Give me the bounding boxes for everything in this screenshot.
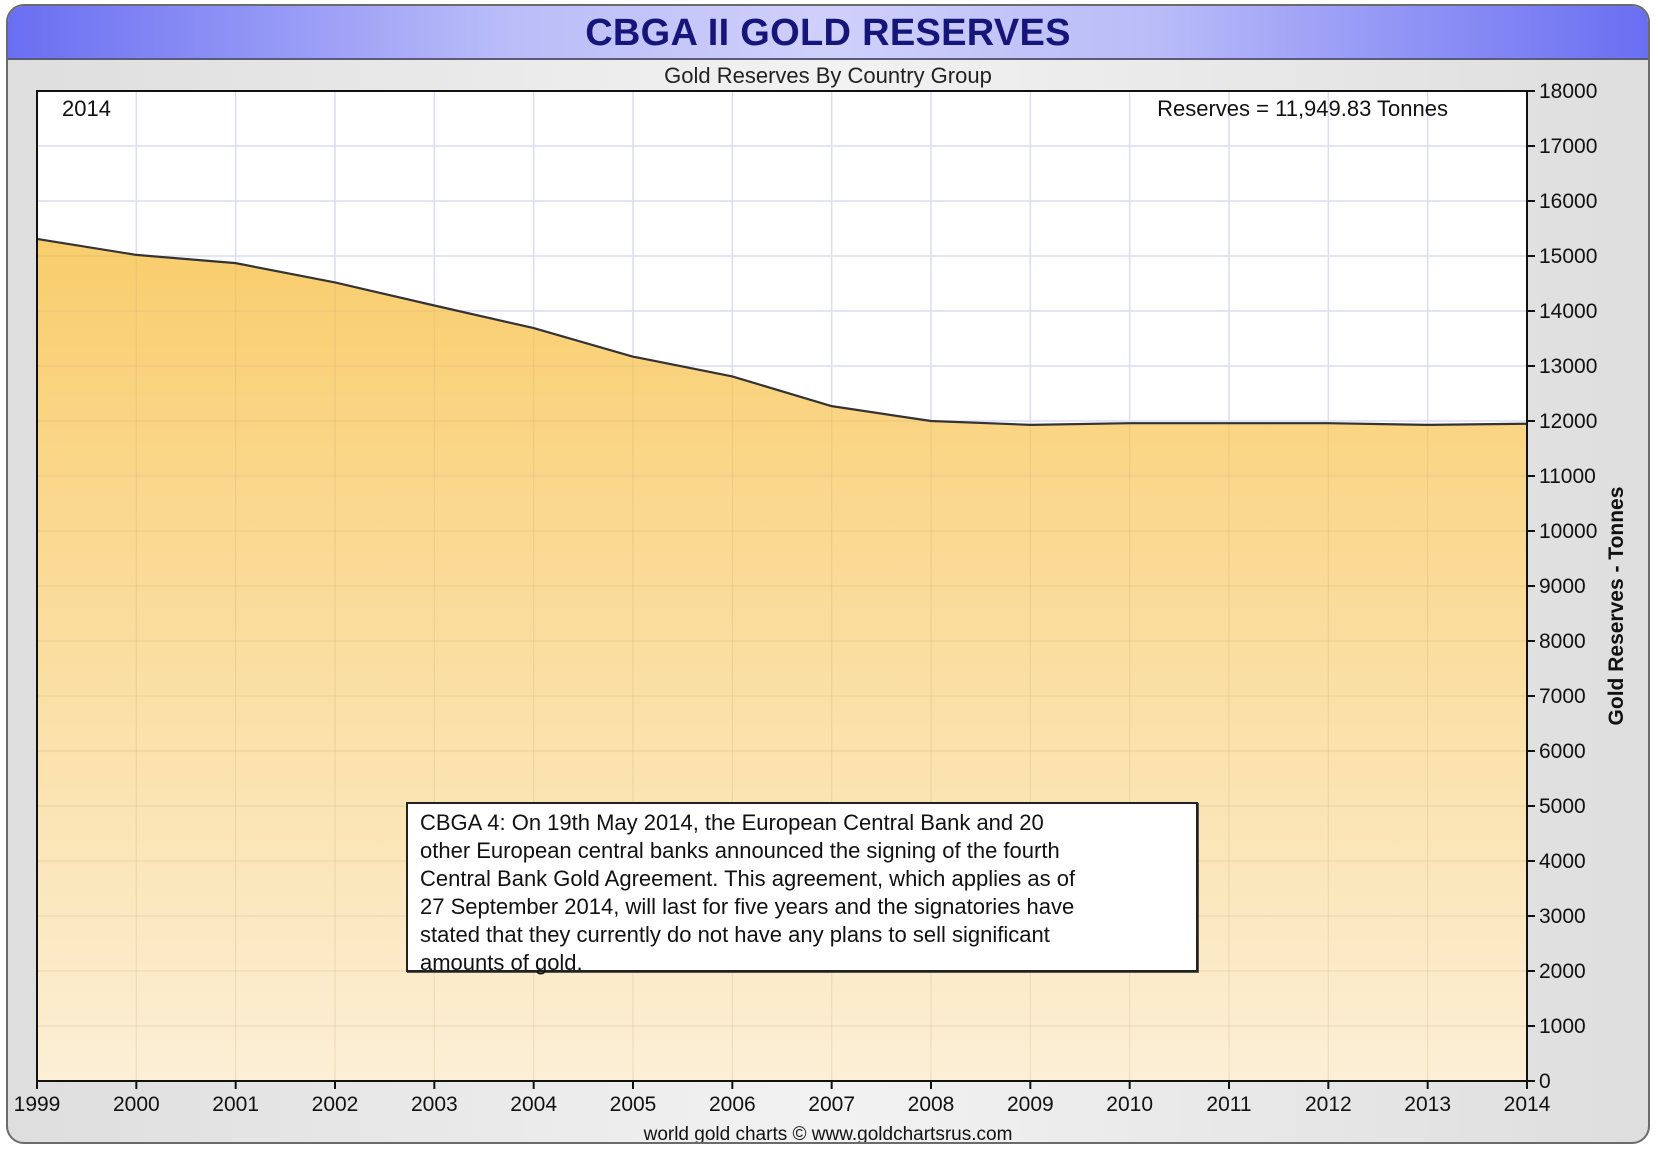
y-tick-label: 8000 [1539, 630, 1586, 653]
x-tick-label: 2013 [1404, 1093, 1451, 1116]
y-tick-label: 9000 [1539, 575, 1586, 598]
x-tick-label: 2010 [1106, 1093, 1153, 1116]
y-tick-label: 17000 [1539, 135, 1597, 158]
y-tick-label: 12000 [1539, 410, 1597, 433]
y-tick-label: 2000 [1539, 960, 1586, 983]
y-tick-label: 1000 [1539, 1015, 1586, 1038]
y-axis-label: Gold Reserves - Tonnes [1605, 487, 1628, 726]
y-tick-label: 14000 [1539, 300, 1597, 323]
x-tick-label: 2002 [312, 1093, 359, 1116]
x-tick-label: 2006 [709, 1093, 756, 1116]
y-axis: 0 1000 2000 3000 4000 5000 6000 7000 8000 9000 100… [1527, 80, 1597, 1093]
y-tick-label: 10000 [1539, 520, 1597, 543]
x-tick-label: 2008 [908, 1093, 955, 1116]
y-tick-label: 16000 [1539, 190, 1597, 213]
x-tick-label: 2007 [808, 1093, 855, 1116]
x-tick-label: 2000 [113, 1093, 160, 1116]
title-bar: CBGA II GOLD RESERVES [8, 6, 1648, 60]
y-tick-label: 5000 [1539, 795, 1586, 818]
y-tick-label: 15000 [1539, 245, 1597, 268]
chart-title: CBGA II GOLD RESERVES [585, 12, 1071, 54]
x-tick-label: 2001 [212, 1093, 259, 1116]
x-tick-label: 2004 [510, 1093, 557, 1116]
x-tick-label: 2009 [1007, 1093, 1054, 1116]
y-tick-label: 6000 [1539, 740, 1586, 763]
current-year-label: 2014 [62, 96, 111, 121]
y-tick-label: 11000 [1539, 465, 1596, 488]
x-tick-label: 2014 [1504, 1093, 1551, 1116]
y-tick-label: 0 [1539, 1070, 1551, 1093]
cbga4-annotation-box: CBGA 4: On 19th May 2014, the European C… [406, 802, 1198, 975]
x-tick-label: 2005 [610, 1093, 657, 1116]
footer-credit: world gold charts © www.goldchartsrus.co… [643, 1124, 1013, 1144]
x-tick-label: 2012 [1305, 1093, 1352, 1116]
x-tick-label: 2003 [411, 1093, 458, 1116]
y-tick-label: 7000 [1539, 685, 1586, 708]
x-tick-label: 2011 [1206, 1093, 1251, 1116]
x-axis: 1999 2000 2001 2002 2003 2004 2005 2006 2007 2008… [14, 1081, 1551, 1116]
reserves-readout: Reserves = 11,949.83 Tonnes [1157, 96, 1448, 121]
y-tick-label: 13000 [1539, 355, 1597, 378]
y-tick-label: 18000 [1539, 80, 1597, 103]
chart-subtitle: Gold Reserves By Country Group [664, 63, 992, 88]
y-tick-label: 4000 [1539, 850, 1586, 873]
x-tick-label: 1999 [14, 1093, 61, 1116]
y-tick-label: 3000 [1539, 905, 1586, 928]
series-line [36, 237, 1528, 426]
